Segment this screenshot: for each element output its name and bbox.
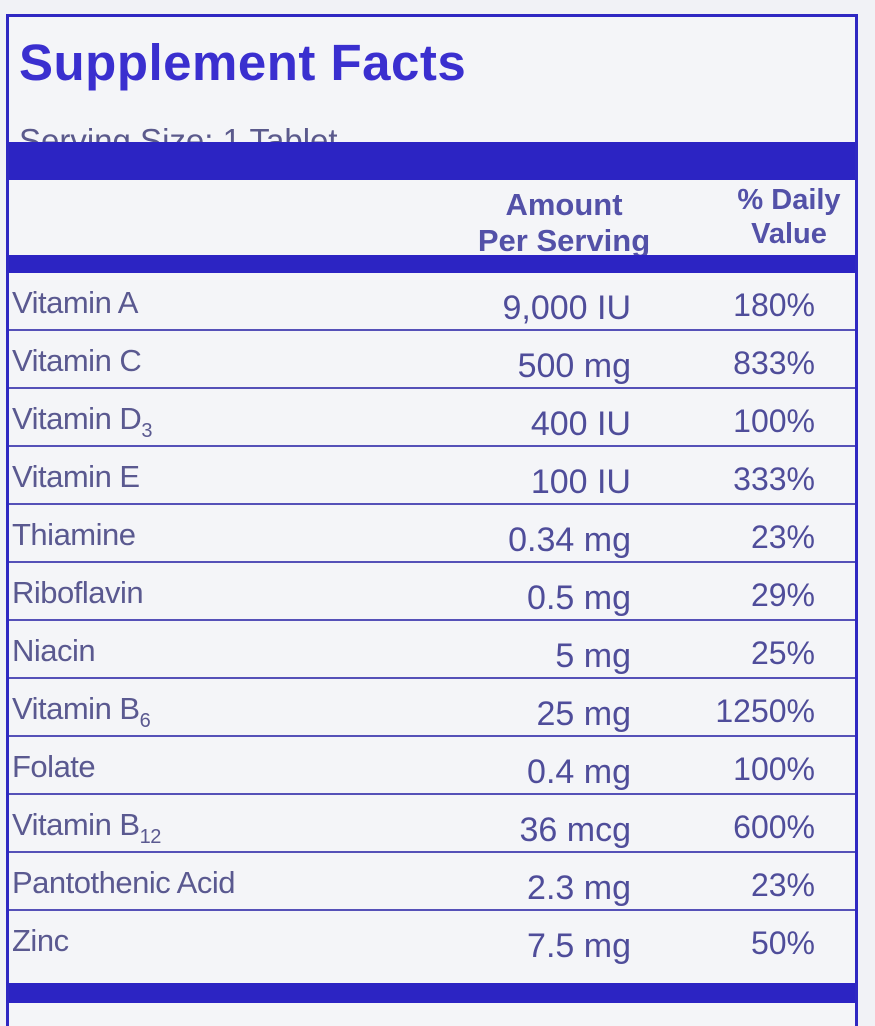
table-row: Vitamin B12 36 mcg 600% (9, 795, 855, 853)
nutrient-name: Vitamin B6 (12, 691, 151, 733)
nutrient-name-text: Vitamin B (12, 691, 140, 726)
percent-daily-value: 25% (750, 635, 815, 671)
amount-per-serving: 0.34 mg (508, 521, 631, 559)
supplement-facts-panel: Supplement Facts Serving Size: 1 Tablet … (6, 14, 858, 1026)
nutrient-name-text: Pantothenic Acid (12, 865, 235, 900)
amount-per-serving: 9,000 IU (502, 289, 631, 327)
amount-per-serving: 400 IU (530, 405, 631, 443)
percent-daily-value: 100% (733, 403, 815, 439)
nutrient-name-text: Thiamine (12, 517, 136, 552)
dv-header-line2: Value (751, 218, 827, 250)
nutrient-name: Vitamin A (12, 285, 138, 321)
bottom-divider-bar (9, 983, 855, 1003)
nutrient-name-text: Folate (12, 749, 96, 784)
percent-daily-value: 833% (733, 345, 815, 381)
percent-daily-value: 29% (750, 577, 815, 613)
amount-per-serving: 2.3 mg (527, 869, 631, 907)
nutrient-name: Vitamin D3 (12, 401, 152, 443)
amount-per-serving: 0.4 mg (527, 753, 631, 791)
amount-per-serving-header: Amount Per Serving (449, 187, 679, 259)
nutrient-name: Zinc (12, 923, 69, 959)
nutrient-name: Vitamin B12 (12, 807, 161, 849)
table-row: Niacin 5 mg 25% (9, 621, 855, 679)
percent-daily-value: 100% (733, 751, 815, 787)
nutrient-name-text: Vitamin B (12, 807, 140, 842)
dv-header-line1: % Daily (737, 184, 841, 216)
percent-daily-value: 50% (750, 925, 815, 961)
nutrient-name-text: Vitamin E (12, 459, 140, 494)
nutrient-name: Thiamine (12, 517, 136, 553)
percent-daily-value: 23% (750, 519, 815, 555)
nutrient-name: Riboflavin (12, 575, 144, 611)
percent-daily-value: 333% (733, 461, 815, 497)
table-row: Vitamin A 9,000 IU 180% (9, 273, 855, 331)
nutrient-name: Vitamin C (12, 343, 142, 379)
table-row: Folate 0.4 mg 100% (9, 737, 855, 795)
table-row: Vitamin B6 25 mg 1250% (9, 679, 855, 737)
percent-daily-value: 600% (733, 809, 815, 845)
amount-per-serving: 36 mcg (519, 811, 632, 849)
nutrient-name: Vitamin E (12, 459, 140, 495)
nutrient-name: Niacin (12, 633, 96, 669)
table-row: Riboflavin 0.5 mg 29% (9, 563, 855, 621)
amount-per-serving: 500 mg (517, 347, 631, 385)
table-row: Thiamine 0.34 mg 23% (9, 505, 855, 563)
amount-per-serving: 100 IU (530, 463, 631, 501)
daily-value-header: % Daily Value (714, 183, 864, 251)
table-row: Vitamin E 100 IU 333% (9, 447, 855, 505)
nutrient-name: Pantothenic Acid (12, 865, 235, 901)
amount-header-line1: Amount (505, 187, 623, 222)
nutrient-name-text: Vitamin A (12, 285, 138, 320)
percent-daily-value: 23% (750, 867, 815, 903)
percent-daily-value: 180% (733, 287, 815, 323)
nutrient-name-text: Vitamin D (12, 401, 142, 436)
amount-per-serving: 0.5 mg (527, 579, 631, 617)
amount-per-serving: 25 mg (536, 695, 632, 733)
nutrient-subscript: 12 (139, 826, 162, 848)
table-row: Vitamin C 500 mg 833% (9, 331, 855, 389)
header-divider-bar (9, 255, 855, 273)
nutrient-name-text: Riboflavin (12, 575, 144, 610)
nutrient-name-text: Vitamin C (12, 343, 142, 378)
table-row: Zinc 7.5 mg 50% (9, 911, 855, 969)
amount-header-line2: Per Serving (477, 223, 651, 258)
percent-daily-value: 1250% (715, 693, 815, 729)
table-row: Pantothenic Acid 2.3 mg 23% (9, 853, 855, 911)
nutrient-rows: Vitamin A 9,000 IU 180% Vitamin C 500 mg 833%… (9, 273, 855, 969)
nutrient-subscript: 6 (139, 710, 151, 732)
amount-per-serving: 5 mg (555, 637, 631, 675)
nutrient-name: Folate (12, 749, 96, 785)
amount-per-serving: 7.5 mg (527, 927, 631, 965)
label-title: Supplement Facts (19, 34, 467, 91)
table-row: Vitamin D3 400 IU 100% (9, 389, 855, 447)
nutrient-name-text: Niacin (12, 633, 96, 668)
nutrient-name-text: Zinc (12, 923, 69, 958)
nutrient-subscript: 3 (141, 420, 152, 442)
top-divider-bar (9, 142, 855, 180)
